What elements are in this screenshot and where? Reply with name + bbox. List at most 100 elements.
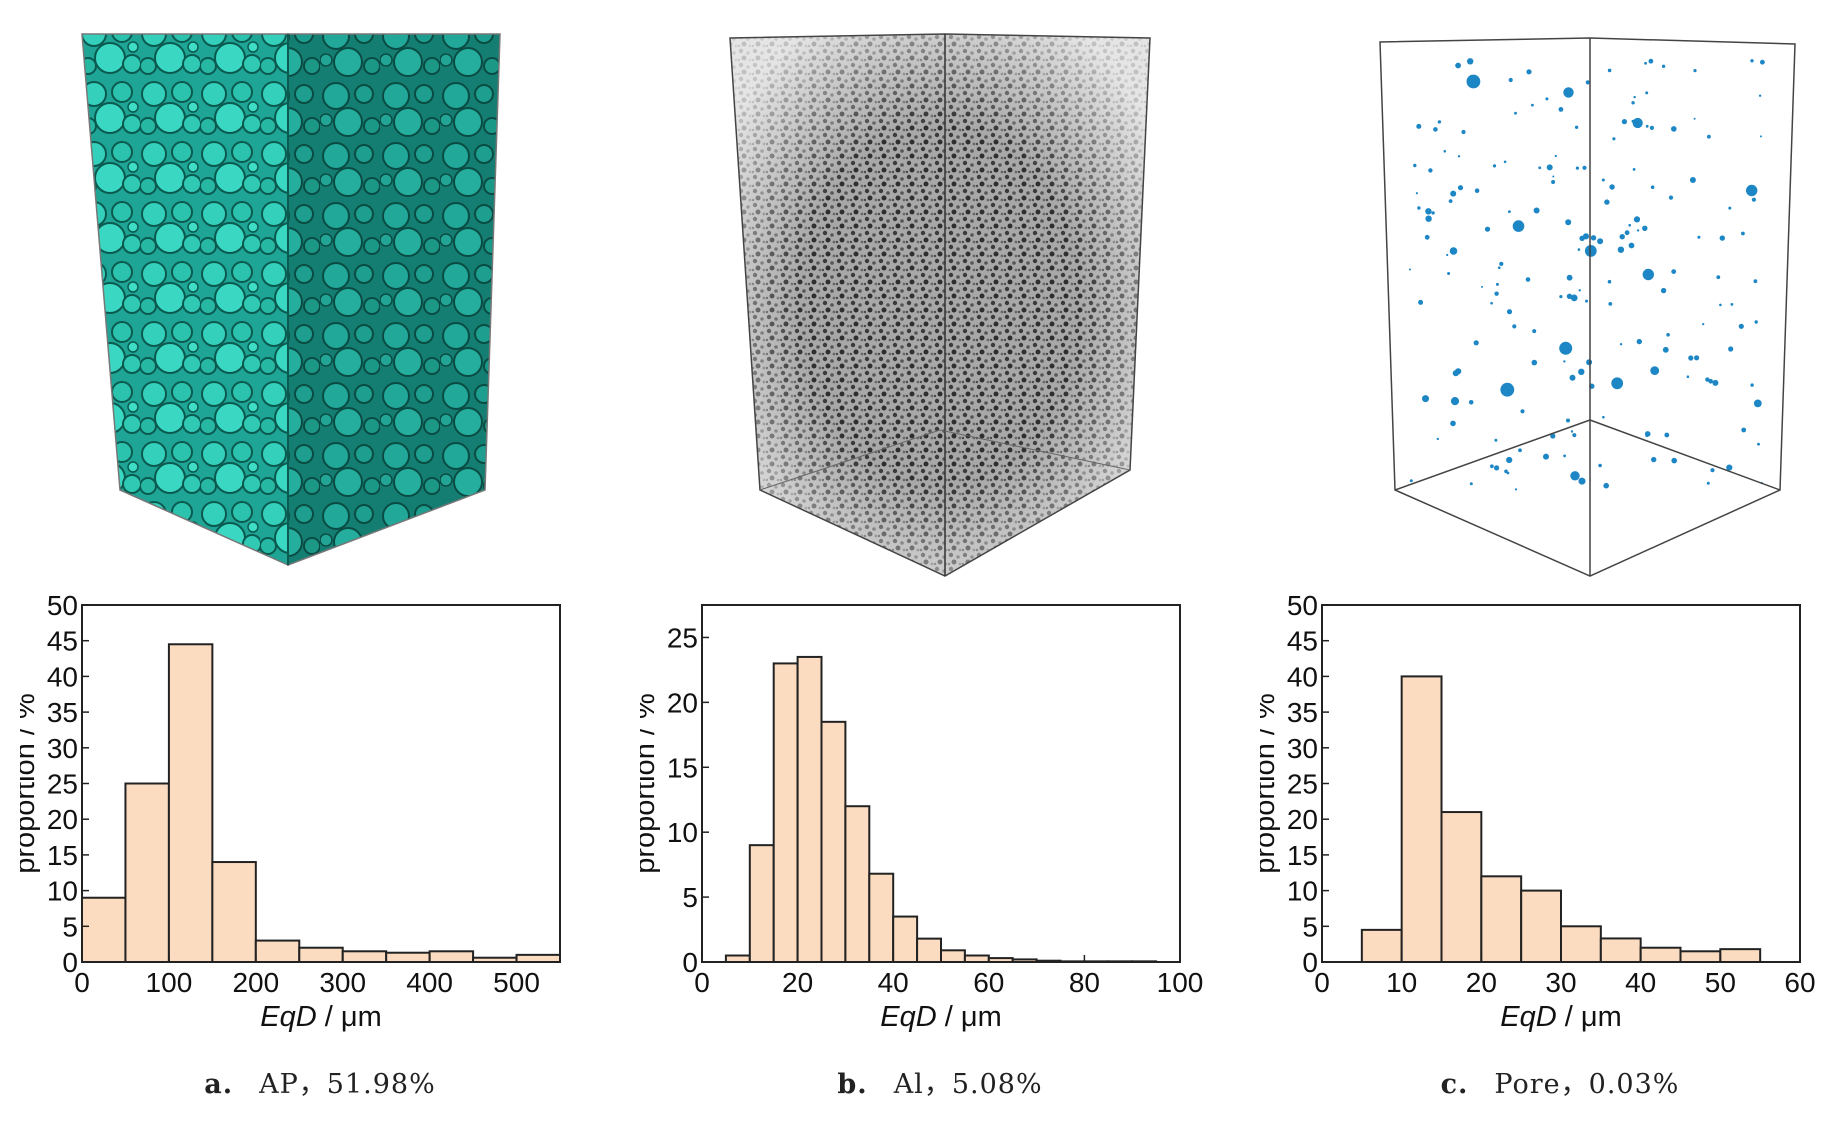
pore-dot [1602,415,1605,419]
x-tick-label: 200 [232,967,279,998]
histogram-bar [868,872,895,963]
y-tick-label: 25 [47,769,78,800]
x-axis-label-unit: / μm [1557,1001,1622,1033]
pore-dot [1532,329,1537,334]
pore-dot [1565,219,1572,226]
pore-dot [1636,229,1640,232]
y-axis-label: proportion / % [640,693,661,874]
y-axis-label: proportion / % [1260,693,1281,874]
caption-letter: a. [204,1069,234,1100]
pore-dot [1612,137,1616,141]
pore-dot [1494,291,1499,296]
histogram-bar [1480,875,1523,964]
pore-dot [1450,190,1457,197]
pore-dot [1558,107,1564,112]
x-axis-label-unit: / μm [317,1001,382,1033]
x-tick-label: 0 [1314,967,1330,998]
histogram-bar [1639,946,1682,964]
pore-dot [1416,123,1422,129]
pore-dot [1590,235,1597,241]
y-tick-label: 45 [47,626,78,657]
pore-dot [1741,231,1745,236]
x-tick-label: 100 [146,967,193,998]
x-axis-label-var: EqD [1500,1001,1556,1033]
pore-dot [1661,64,1666,68]
pore-dot [1525,277,1531,282]
pore-dot [1671,126,1677,132]
pore-dot [1572,433,1577,438]
x-axis-label-unit: / μm [937,1001,1002,1033]
pore-dot [1500,382,1515,397]
x-tick-label: 300 [319,967,366,998]
panel-pore: 0 5 10 15 20 25 30 35 40 45 50 0 10 20 30 40 50 60 EqD / μ… [1260,0,1840,1122]
pore-dot [1710,468,1715,473]
x-axis-label-var: EqD [260,1001,316,1033]
y-tick-label: 20 [1287,804,1318,835]
x-tick-label: 40 [1625,967,1656,998]
x-tick-label: 400 [406,967,453,998]
pore-dot [1666,333,1670,337]
pore-dot [1632,168,1636,171]
histogram-bar [211,861,257,964]
pore-dot [1628,223,1631,227]
histogram-bar [940,949,966,964]
pore-dot [1660,287,1667,294]
pore-dot [1642,225,1648,231]
x-tick-label: 0 [74,967,90,998]
pore-dot [1563,360,1566,363]
pore-dot [1758,94,1762,97]
pore-dot [1611,377,1624,390]
pore-dot [1754,320,1758,324]
y-tick-label: 30 [1287,733,1318,764]
y-tick-label: 50 [47,595,78,621]
pore-dot [1578,368,1585,375]
pore-dot [1551,180,1556,184]
pore-dot [1624,230,1630,236]
pore-dot [1559,341,1573,355]
pore-dot [1570,294,1578,302]
histogram-bar [892,915,919,963]
pore-dot [1428,168,1433,173]
y-tick-label: 35 [47,697,78,728]
pore-dot [1603,482,1609,489]
pore-dot [1563,454,1566,458]
pore-dot [1449,247,1458,255]
pore-dot [1469,75,1472,78]
pore-dot [1671,269,1677,274]
y-tick-label: 50 [1287,595,1318,621]
pore-dot [1609,184,1615,190]
histogram-bar [167,643,214,964]
pore-dot [1575,166,1579,170]
pore-dot [1607,279,1612,284]
pore-dot [1566,418,1570,423]
pore-dot [1538,166,1542,170]
pore-dot [1631,101,1635,105]
y-tick-label: 10 [667,817,698,848]
pore-dot [1533,207,1540,214]
pore-dot [1706,481,1710,485]
pore-dot [1506,309,1513,315]
pore-dot [1585,299,1588,303]
histogram-bar [1560,925,1602,963]
pore-dot [1443,150,1447,153]
pore-dot [1636,338,1642,345]
x-tick-label: 40 [878,967,909,998]
pore-dot [1664,432,1670,438]
pore-dot [1582,233,1590,240]
pore-dot [1455,368,1462,375]
pore-dot [1492,164,1497,168]
pore-dot [1738,323,1744,329]
x-tick-label: 20 [782,967,813,998]
caption-text: AP，51.98% [259,1069,436,1100]
y-tick-label: 15 [667,752,698,783]
pore-dot [1712,379,1719,386]
histogram-bar [820,720,847,963]
pore-dot [1702,323,1705,326]
pore-dot [1741,427,1747,433]
al-volume-render [729,33,1151,577]
pore-dot [1484,226,1491,232]
pore-dot [1697,235,1701,239]
y-tick-label: 0 [1302,947,1318,978]
pore-dot [1693,69,1697,73]
x-tick-label: 60 [973,967,1004,998]
